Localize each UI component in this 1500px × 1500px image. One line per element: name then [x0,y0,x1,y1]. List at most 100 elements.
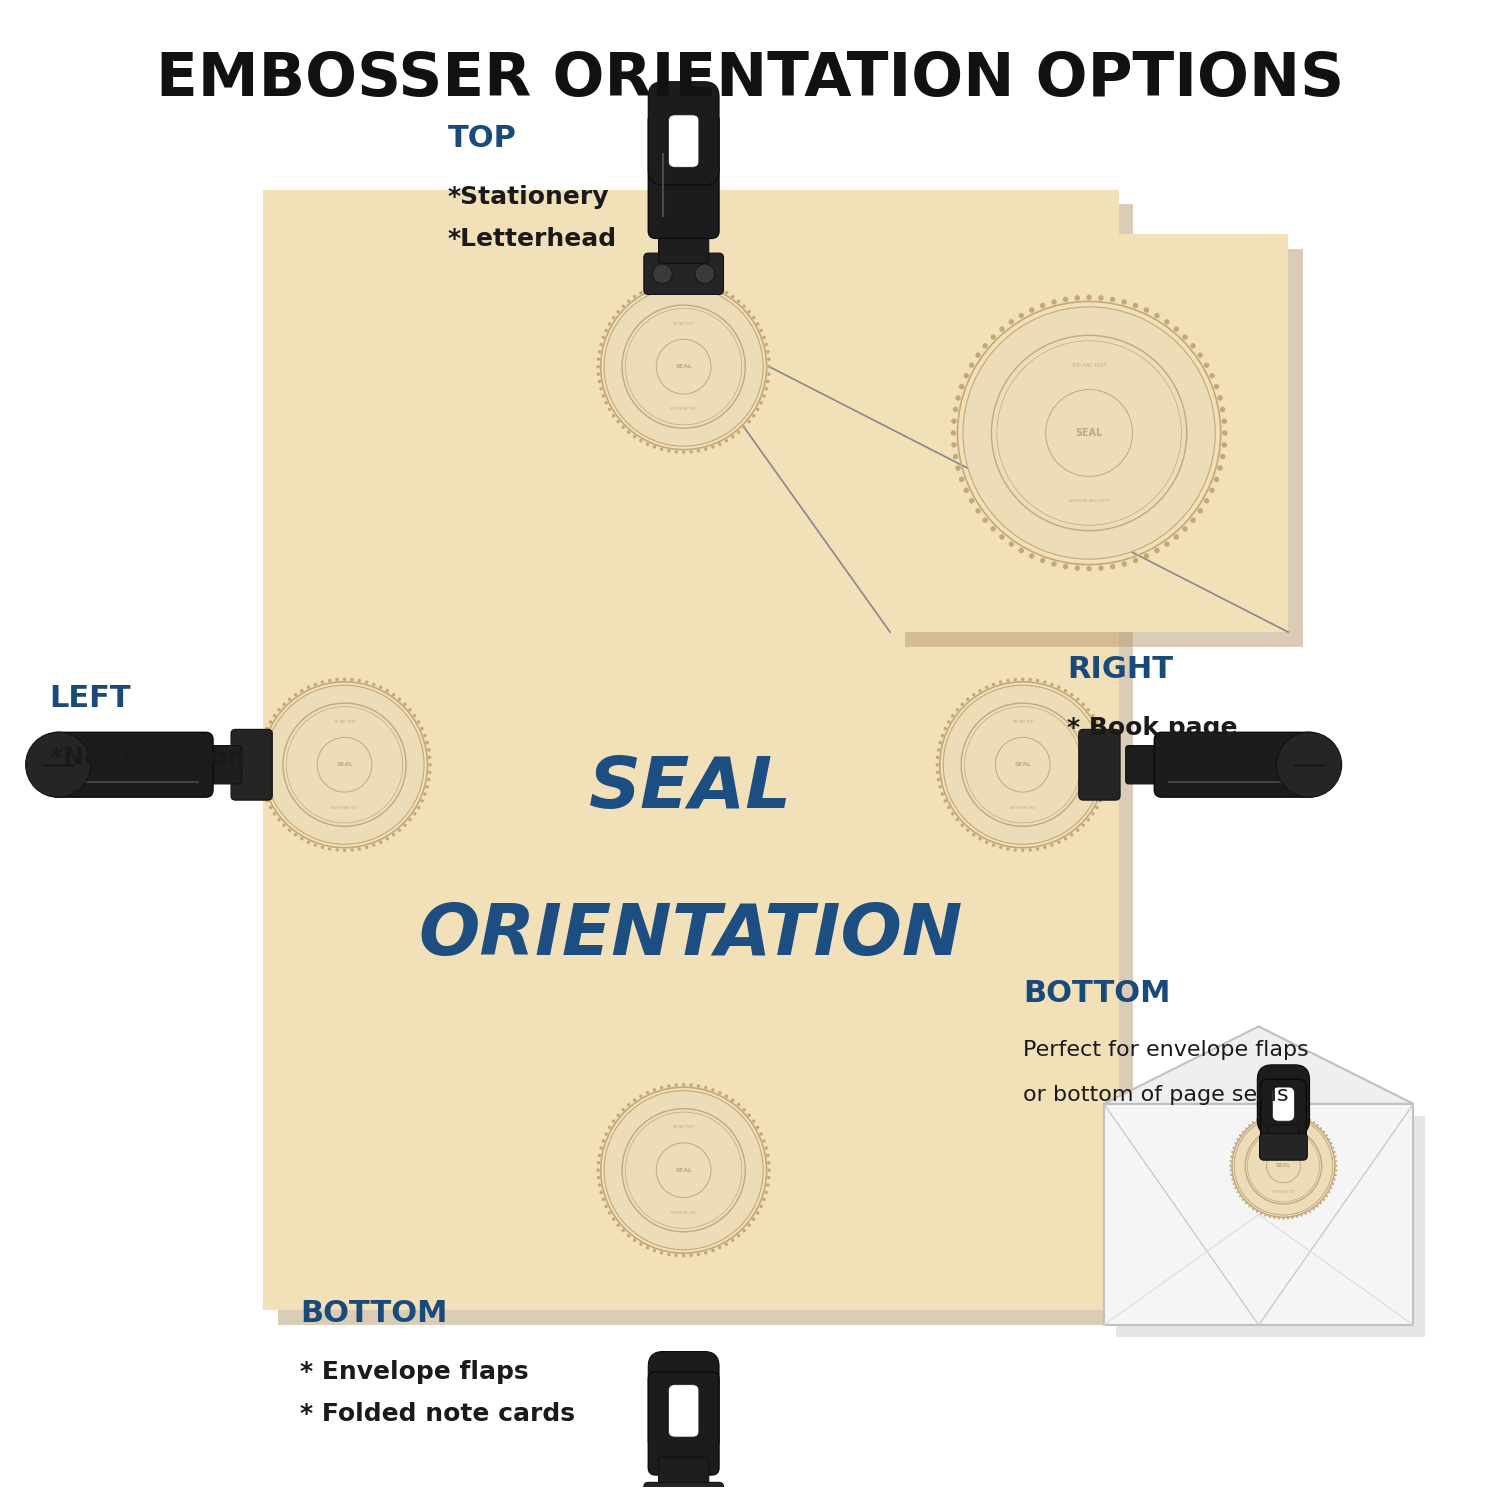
Text: * Book page: * Book page [1066,716,1238,740]
Circle shape [944,728,946,730]
Circle shape [944,800,946,802]
Circle shape [1233,1146,1234,1149]
Circle shape [660,1251,663,1254]
Circle shape [1335,1164,1338,1167]
FancyBboxPatch shape [51,732,213,796]
Text: or bottom of page seals: or bottom of page seals [1023,1084,1288,1104]
Circle shape [604,1204,608,1208]
Circle shape [694,264,714,284]
Circle shape [266,728,268,730]
Circle shape [766,1154,770,1156]
Circle shape [1296,1216,1298,1218]
Circle shape [262,734,266,736]
Circle shape [597,350,602,354]
Circle shape [600,387,603,390]
Text: BOTTOM ARC TEXT: BOTTOM ARC TEXT [1010,806,1036,810]
Circle shape [604,1090,764,1250]
Text: SEAL: SEAL [1014,762,1031,766]
Circle shape [597,1161,600,1164]
Circle shape [724,1242,728,1246]
Circle shape [1242,1131,1244,1132]
FancyBboxPatch shape [1104,1104,1413,1324]
Text: TOP: TOP [448,124,516,153]
Circle shape [1232,1179,1233,1180]
Circle shape [627,1102,630,1107]
Circle shape [999,846,1002,849]
Circle shape [736,300,741,303]
Circle shape [1076,698,1080,700]
Circle shape [690,1083,693,1086]
Circle shape [668,448,670,453]
Circle shape [762,1138,765,1143]
Circle shape [756,1125,759,1130]
Circle shape [294,693,297,696]
Circle shape [1082,824,1084,827]
Circle shape [1019,548,1025,554]
Circle shape [978,688,981,693]
FancyBboxPatch shape [231,729,273,800]
Circle shape [718,1246,722,1250]
Circle shape [675,450,678,453]
Circle shape [1191,344,1196,348]
Circle shape [1214,384,1219,390]
Circle shape [427,771,432,774]
Circle shape [427,778,430,782]
Circle shape [766,1161,771,1164]
Circle shape [765,344,768,346]
Circle shape [1029,847,1032,852]
FancyBboxPatch shape [1155,732,1317,796]
Circle shape [730,435,735,438]
Circle shape [972,833,975,837]
FancyBboxPatch shape [890,234,1288,632]
Circle shape [1122,300,1126,304]
Circle shape [639,440,642,442]
Circle shape [604,286,764,446]
Circle shape [364,681,369,684]
Circle shape [1050,682,1053,686]
Circle shape [1300,1215,1302,1216]
Circle shape [1323,1198,1324,1202]
Circle shape [417,806,420,808]
Circle shape [260,741,264,744]
Circle shape [597,372,600,376]
Circle shape [747,310,752,314]
Circle shape [765,387,768,390]
Circle shape [956,708,958,711]
Circle shape [951,430,956,435]
Text: SEAL: SEAL [336,762,352,766]
Text: BOTTOM ARC TEXT: BOTTOM ARC TEXT [1068,500,1110,502]
Circle shape [660,447,663,452]
Circle shape [597,1176,600,1179]
Circle shape [951,419,957,424]
Text: SEAL: SEAL [675,1167,692,1173]
Circle shape [936,771,939,774]
FancyBboxPatch shape [1116,1116,1425,1336]
Circle shape [975,509,981,513]
Circle shape [978,837,981,840]
Circle shape [1335,1174,1336,1176]
Circle shape [969,498,975,504]
Circle shape [1204,498,1209,504]
Text: BOTTOM ARC TEXT: BOTTOM ARC TEXT [670,1210,698,1215]
Circle shape [413,714,417,717]
Circle shape [963,308,1215,560]
Text: TOP ARC TEXT: TOP ARC TEXT [1071,363,1107,368]
Circle shape [1040,303,1046,309]
Text: BOTTOM: BOTTOM [1023,980,1170,1008]
Circle shape [1086,818,1090,822]
Circle shape [951,812,954,816]
Circle shape [1110,564,1116,570]
Circle shape [1305,1214,1306,1215]
Circle shape [1204,363,1209,368]
Circle shape [752,1119,756,1124]
Circle shape [423,734,426,736]
Circle shape [969,363,975,368]
Circle shape [1332,1146,1335,1149]
Circle shape [386,837,388,840]
Circle shape [364,846,369,849]
Circle shape [602,394,604,398]
Circle shape [398,828,400,833]
Circle shape [268,720,272,723]
Circle shape [936,764,939,766]
Circle shape [946,806,951,808]
